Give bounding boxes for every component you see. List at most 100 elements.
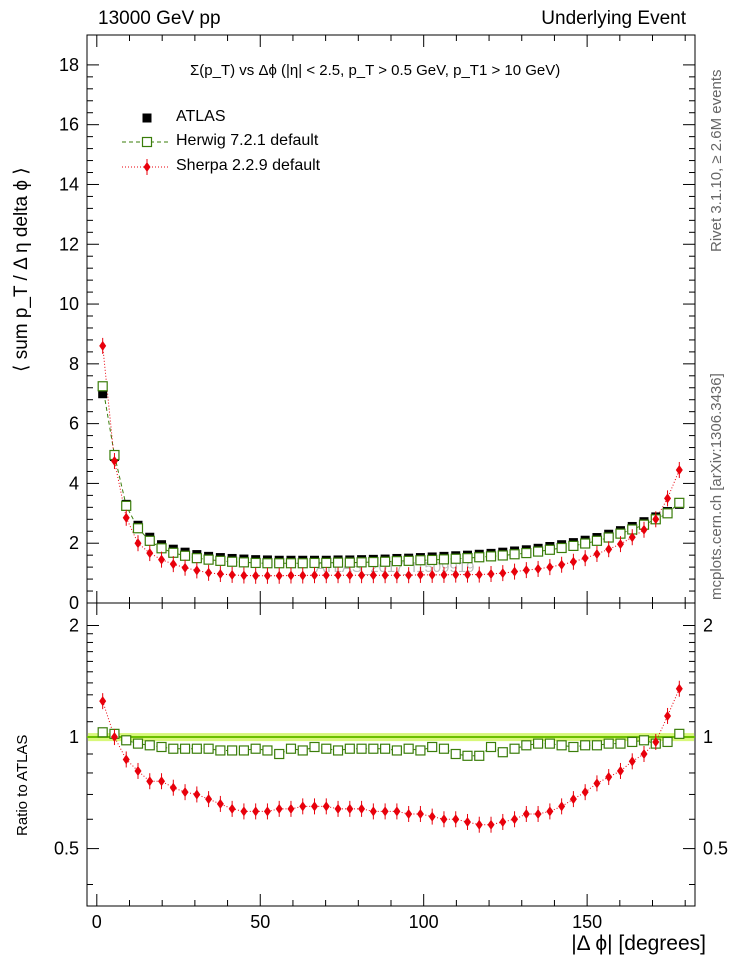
herwig-ratio-point bbox=[403, 743, 414, 754]
herwig-point bbox=[485, 551, 497, 562]
plot-title: Σ(p_T) vs Δϕ (|η| < 2.5, p_T > 0.5 GeV, … bbox=[190, 62, 561, 79]
herwig-point bbox=[403, 555, 414, 566]
sherpa-ratio-point bbox=[416, 808, 424, 819]
y-tick-label-ratio: 0.5 bbox=[54, 839, 79, 859]
herwig-point bbox=[262, 558, 273, 569]
sherpa-point bbox=[311, 570, 319, 581]
sherpa-ratio-point bbox=[158, 776, 166, 787]
herwig-point bbox=[544, 544, 555, 555]
sherpa-point bbox=[581, 553, 589, 564]
herwig-point bbox=[391, 556, 402, 567]
sherpa-ratio-point bbox=[193, 789, 201, 800]
herwig-point bbox=[191, 553, 202, 564]
herwig-point bbox=[332, 557, 344, 568]
herwig-ratio-point bbox=[532, 738, 544, 749]
sherpa-point bbox=[616, 539, 624, 550]
herwig-point bbox=[603, 532, 614, 543]
herwig-point bbox=[380, 556, 391, 567]
herwig-point bbox=[309, 557, 320, 569]
herwig-point bbox=[591, 535, 603, 546]
sherpa-ratio-point bbox=[664, 710, 672, 721]
sherpa-point bbox=[511, 566, 519, 577]
y-tick-label-main: 0 bbox=[69, 593, 79, 613]
herwig-ratio-point bbox=[191, 743, 202, 754]
sherpa-point bbox=[287, 570, 295, 581]
herwig-ratio-point bbox=[356, 743, 367, 754]
herwig-ratio-point bbox=[615, 738, 626, 749]
herwig-ratio-point bbox=[415, 745, 426, 756]
herwig-point bbox=[415, 555, 426, 566]
sherpa-ratio-point bbox=[287, 803, 295, 814]
sherpa-ratio-point bbox=[452, 814, 460, 825]
herwig-ratio-point bbox=[121, 735, 132, 746]
herwig-point bbox=[662, 508, 673, 519]
sherpa-point bbox=[134, 538, 142, 549]
sherpa-point bbox=[346, 570, 354, 581]
sherpa-point bbox=[193, 565, 201, 576]
herwig-ratio-point bbox=[332, 745, 344, 756]
legend-herwig-marker bbox=[141, 136, 153, 148]
sherpa-point bbox=[393, 570, 401, 581]
ratio-plot-frame: 0 50 100 150 0.5 0.5 1 1 2 2 bbox=[54, 602, 728, 932]
sherpa-ratio-point bbox=[405, 808, 413, 819]
herwig-ratio-point bbox=[203, 743, 214, 754]
sherpa-ratio-point bbox=[275, 803, 283, 814]
herwig-point bbox=[580, 538, 591, 549]
sherpa-ratio-point bbox=[169, 782, 177, 793]
herwig-point bbox=[532, 546, 544, 557]
sherpa-point bbox=[522, 565, 530, 576]
herwig-point bbox=[521, 547, 532, 559]
sherpa-ratio-point bbox=[558, 801, 566, 812]
chart-marks bbox=[97, 113, 685, 833]
ratio-axes-box bbox=[86, 602, 696, 907]
sherpa-point bbox=[675, 464, 683, 475]
herwig-point bbox=[497, 550, 508, 561]
herwig-ratio-point bbox=[215, 745, 226, 756]
herwig-ratio-point bbox=[380, 743, 391, 754]
sherpa-point bbox=[146, 548, 154, 559]
sherpa-point bbox=[122, 512, 130, 523]
sherpa-point bbox=[181, 562, 189, 573]
herwig-point bbox=[168, 547, 179, 558]
y-axis-label-ratio: Ratio to ATLAS bbox=[14, 734, 31, 836]
sherpa-ratio-point bbox=[569, 794, 577, 805]
herwig-point bbox=[474, 552, 485, 563]
y-tick-label-ratio: 1 bbox=[69, 727, 79, 747]
sherpa-ratio-point bbox=[475, 819, 483, 830]
sherpa-ratio-point bbox=[134, 765, 142, 776]
herwig-ratio-point bbox=[568, 741, 579, 753]
y-tick-label-main: 2 bbox=[69, 533, 79, 553]
herwig-point bbox=[321, 557, 332, 569]
sherpa-ratio-point bbox=[534, 808, 542, 819]
sherpa-ratio-point bbox=[346, 803, 354, 814]
sherpa-ratio-point bbox=[110, 732, 118, 743]
herwig-ratio-point bbox=[662, 736, 673, 748]
sherpa-ratio-point bbox=[499, 816, 507, 827]
sherpa-ratio-point bbox=[240, 806, 248, 817]
y-tick-label-ratio: 2 bbox=[69, 615, 79, 635]
herwig-ratio-point bbox=[250, 743, 261, 754]
herwig-ratio-point bbox=[591, 740, 603, 751]
herwig-point bbox=[368, 556, 379, 568]
sherpa-ratio-point bbox=[522, 808, 530, 819]
sherpa-point bbox=[405, 570, 413, 581]
sherpa-point bbox=[664, 493, 672, 504]
y-tick-label-ratio-right: 2 bbox=[703, 615, 713, 635]
herwig-ratio-point bbox=[497, 747, 508, 758]
herwig-ratio-point bbox=[274, 748, 285, 760]
sherpa-point bbox=[358, 570, 366, 581]
herwig-ratio-point bbox=[474, 750, 485, 761]
sherpa-point bbox=[99, 340, 107, 351]
sherpa-ratio-line bbox=[102, 688, 680, 826]
sherpa-point bbox=[652, 514, 660, 525]
sherpa-ratio-point bbox=[334, 803, 342, 814]
header-left: 13000 GeV pp bbox=[98, 8, 221, 29]
y-tick-label-ratio-right: 1 bbox=[703, 727, 713, 747]
sherpa-ratio-point bbox=[205, 794, 213, 805]
herwig-ratio-point bbox=[544, 738, 555, 749]
herwig-point bbox=[509, 549, 520, 560]
sherpa-ratio-point bbox=[381, 806, 389, 817]
sherpa-point bbox=[263, 570, 271, 581]
sherpa-point bbox=[369, 570, 377, 581]
